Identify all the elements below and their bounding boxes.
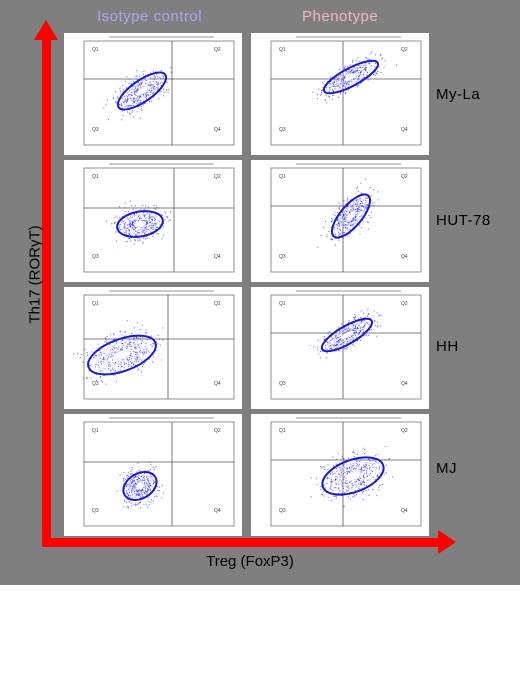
plot-mj-phenotype: Q1 Q2 Q3 Q4	[251, 414, 429, 536]
plot-frame	[83, 40, 235, 146]
plot-frame	[83, 294, 235, 400]
row-label-hut78: HUT-78	[436, 212, 491, 229]
quadrant-label: Q2	[214, 174, 221, 180]
row-label-mj: MJ	[436, 460, 457, 477]
quadrant-label: Q2	[401, 301, 408, 307]
event-dots	[317, 178, 380, 248]
isotype-control-header: Isotype control	[97, 8, 203, 25]
quadrant-label: Q4	[401, 127, 408, 133]
scatter-plot-graphic: Q1 Q2 Q3 Q4	[83, 163, 235, 273]
event-dots	[310, 445, 394, 508]
scatter-plot-graphic: Q1 Q2 Q3 Q4	[270, 290, 422, 400]
quadrant-label: Q1	[279, 301, 286, 307]
quadrant-label: Q2	[214, 301, 221, 307]
quadrant-label: Q3	[92, 254, 99, 260]
plot-frame	[270, 294, 422, 400]
y-axis-arrow-shaft	[42, 36, 51, 546]
plot-mj-isotype: Q1 Q2 Q3 Q4	[64, 414, 242, 536]
quadrant-label: Q1	[279, 174, 286, 180]
quadrant-label: Q1	[279, 47, 286, 53]
scatter-plot-graphic: Q1 Q2 Q3 Q4	[83, 36, 235, 146]
y-axis-label: Th17 (RORγT)	[26, 225, 44, 324]
event-dots	[72, 320, 164, 385]
blank-area	[0, 585, 520, 689]
plot-frame	[270, 421, 422, 527]
quadrant-label: Q2	[401, 428, 408, 434]
scatter-plot-graphic: Q1 Q2 Q3 Q4	[83, 417, 235, 527]
scatter-plot-graphic: Q1 Q2 Q3 Q4	[270, 417, 422, 527]
quadrant-label: Q4	[214, 254, 221, 260]
quadrant-label: Q3	[279, 254, 286, 260]
plot-frame	[83, 421, 235, 527]
quadrant-label: Q1	[279, 428, 286, 434]
quadrant-label: Q3	[92, 508, 99, 514]
plot-frame	[270, 167, 422, 273]
event-dots	[309, 309, 382, 359]
quadrant-label: Q3	[279, 381, 286, 387]
event-dots	[312, 51, 398, 104]
scatter-plot-graphic: Q1 Q2 Q3 Q4	[72, 290, 235, 400]
scatter-plot-graphic: Q1 Q2 Q3 Q4	[270, 163, 422, 273]
quadrant-label: Q4	[401, 381, 408, 387]
event-dots	[105, 200, 172, 245]
quadrant-label: Q4	[401, 508, 408, 514]
quadrant-label: Q3	[92, 381, 99, 387]
quadrant-label: Q3	[279, 508, 286, 514]
phenotype-header: Phenotype	[302, 8, 379, 25]
axis-arrows	[34, 20, 456, 554]
quadrant-label: Q2	[214, 428, 221, 434]
plot-mylya-isotype: Q1 Q2 Q3 Q4	[64, 33, 242, 155]
event-dots	[103, 67, 173, 121]
quadrant-label: Q1	[92, 301, 99, 307]
plot-hut78-isotype: Q1 Q2 Q3 Q4	[64, 160, 242, 282]
x-axis-arrow-shaft	[42, 538, 442, 547]
plot-mylya-phenotype: Q1 Q2 Q3 Q4	[251, 33, 429, 155]
x-axis-label: Treg (FoxP3)	[206, 553, 294, 570]
y-axis-arrowhead	[34, 20, 58, 40]
quadrant-label: Q2	[401, 47, 408, 53]
plot-hh-isotype: Q1 Q2 Q3 Q4	[64, 287, 242, 409]
quadrant-label: Q1	[92, 428, 99, 434]
scatter-plot-graphic: Q1 Q2 Q3 Q4	[270, 36, 422, 146]
figure-canvas: Isotype control Phenotype Th17 (RORγT) T…	[0, 0, 520, 585]
plot-frame	[83, 167, 235, 273]
quadrant-label: Q1	[92, 47, 99, 53]
row-label-mylya: My-La	[436, 86, 481, 103]
plot-frame	[270, 40, 422, 146]
plot-hut78-phenotype: Q1 Q2 Q3 Q4	[251, 160, 429, 282]
quadrant-label: Q2	[401, 174, 408, 180]
quadrant-label: Q3	[92, 127, 99, 133]
quadrant-label: Q2	[214, 47, 221, 53]
quadrant-label: Q1	[92, 174, 99, 180]
x-axis-arrowhead	[438, 530, 456, 554]
quadrant-label: Q4	[214, 381, 221, 387]
quadrant-label: Q4	[214, 127, 221, 133]
quadrant-label: Q4	[401, 254, 408, 260]
row-label-hh: HH	[436, 338, 459, 355]
event-dots	[116, 461, 165, 509]
quadrant-label: Q3	[279, 127, 286, 133]
plot-hh-phenotype: Q1 Q2 Q3 Q4	[251, 287, 429, 409]
quadrant-label: Q4	[214, 508, 221, 514]
